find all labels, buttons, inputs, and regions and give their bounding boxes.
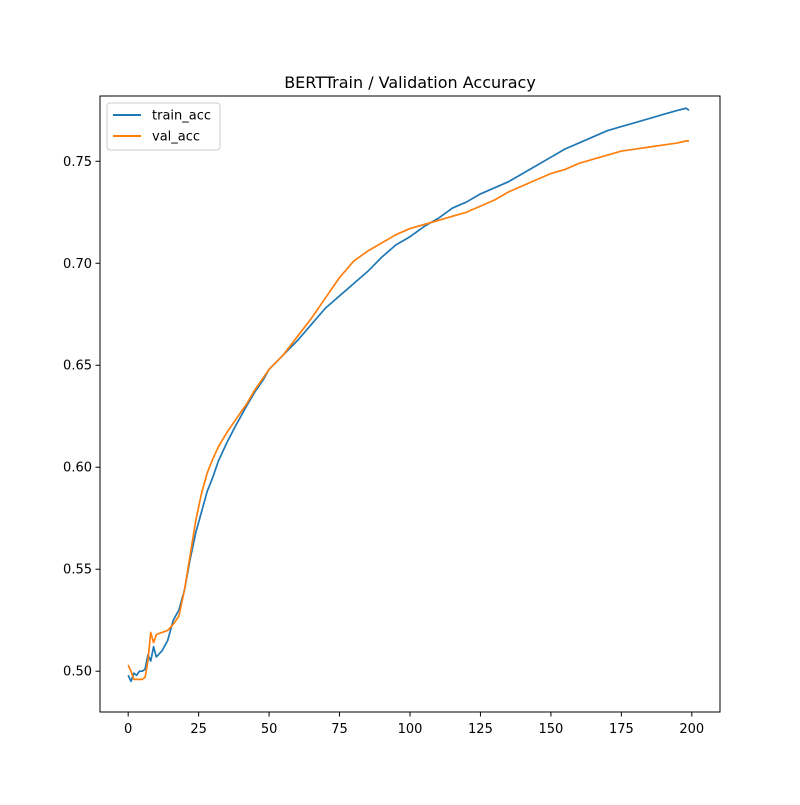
y-axis: 0.50 0.55 0.60 0.65 0.70 0.75 bbox=[63, 155, 100, 680]
plot-frame bbox=[99, 95, 721, 713]
plot-area bbox=[100, 96, 720, 712]
series-layer bbox=[127, 107, 690, 683]
legend-label-val-acc: val_acc bbox=[152, 130, 200, 145]
legend: train_acc val_acc bbox=[106, 102, 221, 151]
x-axis: 0 25 50 75 100 125 150 175 200 bbox=[124, 712, 704, 737]
x-tick-label: 200 bbox=[679, 722, 704, 737]
series-line-val-acc bbox=[127, 140, 689, 681]
y-tick-label: 0.50 bbox=[63, 665, 92, 680]
x-tick-label: 125 bbox=[468, 722, 493, 737]
y-tick-label: 0.60 bbox=[63, 461, 92, 476]
y-tick-label: 0.75 bbox=[63, 155, 92, 170]
x-tick-label: 150 bbox=[538, 722, 563, 737]
x-tick-label: 0 bbox=[124, 722, 132, 737]
chart-title: BERTTrain / Validation Accuracy bbox=[284, 73, 536, 92]
y-tick-label: 0.55 bbox=[63, 563, 92, 578]
y-tick-label: 0.70 bbox=[63, 257, 92, 272]
x-tick-label: 175 bbox=[609, 722, 634, 737]
series-line-train-acc bbox=[127, 107, 690, 683]
y-tick-label: 0.65 bbox=[63, 359, 92, 374]
legend-label-train-acc: train_acc bbox=[152, 109, 211, 124]
x-tick-label: 50 bbox=[261, 722, 278, 737]
x-tick-label: 75 bbox=[331, 722, 348, 737]
x-tick-label: 25 bbox=[190, 722, 207, 737]
x-tick-label: 100 bbox=[398, 722, 423, 737]
